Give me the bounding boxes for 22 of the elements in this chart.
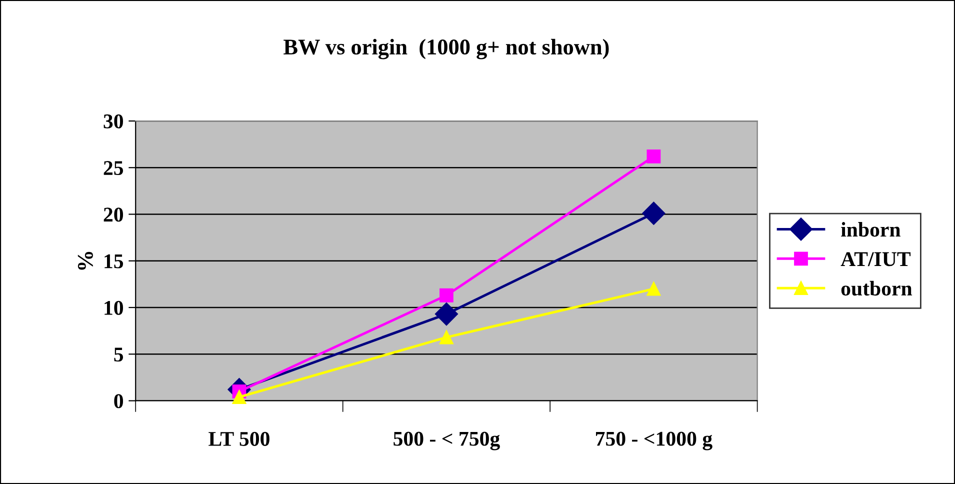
y-tick-label: 0 bbox=[114, 394, 124, 408]
y-tick-label: 20 bbox=[104, 208, 124, 222]
point bbox=[440, 330, 454, 344]
point bbox=[646, 282, 661, 296]
point bbox=[642, 202, 666, 225]
y-tick-label: 25 bbox=[104, 161, 124, 176]
legend-label: inborn bbox=[841, 222, 900, 237]
point bbox=[232, 390, 246, 404]
y-tick-label: 15 bbox=[104, 254, 124, 268]
point bbox=[434, 302, 458, 326]
x-tick-label: 750 - <1000 g bbox=[596, 432, 712, 450]
y-axis-title: % bbox=[78, 252, 93, 270]
y-tick-label: 5 bbox=[114, 348, 124, 362]
chart-title: BW vs origin (1000 g+ not shown) bbox=[284, 38, 609, 60]
y-tick-label: 30 bbox=[104, 114, 124, 128]
x-tick-label: LT 500 bbox=[208, 432, 270, 446]
y-tick-label: 10 bbox=[104, 300, 124, 315]
legend-label: outborn bbox=[841, 280, 912, 296]
point bbox=[646, 149, 661, 164]
point bbox=[440, 288, 454, 302]
x-tick-label: 500 - < 750g bbox=[394, 432, 500, 450]
legend-label: AT/IUT bbox=[840, 252, 911, 266]
